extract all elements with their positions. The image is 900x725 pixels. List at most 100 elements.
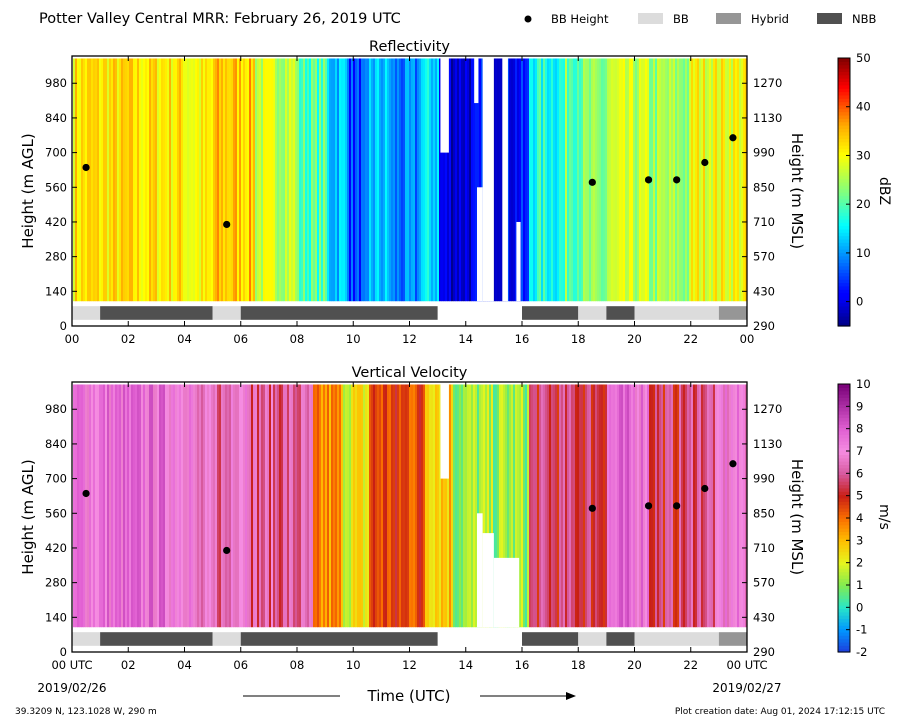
x-tick-label: 12 — [402, 332, 417, 346]
heatmap-column — [689, 58, 692, 302]
colorbar-tick-label: 1 — [856, 578, 863, 592]
colorbar-segment — [838, 282, 850, 287]
heatmap-column — [253, 384, 256, 628]
colorbar-segment — [838, 61, 850, 66]
heatmap-column — [93, 58, 96, 302]
heatmap-column — [569, 384, 572, 628]
heatmap-column — [403, 384, 406, 628]
heatmap-column — [327, 384, 330, 628]
heatmap-column — [73, 58, 76, 302]
heatmap-column — [191, 58, 194, 302]
heatmap-column — [275, 384, 278, 628]
colorbar-segment — [838, 518, 850, 522]
colorbar-label: dBZ — [876, 177, 892, 205]
heatmap-column — [389, 384, 392, 628]
heatmap-column — [405, 384, 408, 628]
heatmap-column — [697, 384, 700, 628]
heatmap-column — [139, 58, 142, 302]
heatmap-column — [241, 384, 244, 628]
heatmap-column — [197, 58, 200, 302]
heatmap-column — [639, 384, 642, 628]
colorbar-segment — [838, 178, 850, 183]
heatmap-column — [715, 384, 718, 628]
heatmap-column — [465, 384, 468, 628]
heatmap-column — [247, 384, 250, 628]
heatmap-column — [183, 384, 186, 628]
colorbar-segment — [838, 481, 850, 486]
heatmap-column — [231, 58, 234, 302]
heatmap-column — [707, 384, 710, 628]
heatmap-column — [625, 58, 628, 302]
colorbar-segment — [838, 414, 850, 419]
heatmap-column — [485, 384, 488, 628]
heatmap-column — [227, 58, 230, 302]
heatmap-column — [351, 58, 354, 302]
heatmap-column — [377, 384, 380, 628]
colorbar-segment — [838, 181, 850, 186]
colorbar-segment — [838, 235, 850, 240]
colorbar-segment — [838, 427, 850, 432]
heatmap-column — [583, 384, 586, 628]
colorbar-segment — [838, 151, 850, 156]
colorbar-segment — [838, 272, 850, 277]
colorbar-tick-label: 6 — [856, 466, 863, 480]
heatmap-column — [207, 384, 210, 628]
heatmap-column — [257, 384, 260, 628]
y-tick-label: 980 — [45, 76, 67, 90]
heatmap-column — [313, 58, 316, 302]
heatmap-column — [643, 384, 646, 628]
legend-label-bb: BB — [673, 12, 689, 26]
heatmap-column — [391, 58, 394, 302]
heatmap-column — [539, 384, 542, 628]
heatmap-column — [629, 384, 632, 628]
heatmap-column — [323, 58, 326, 302]
colorbar-segment — [838, 558, 850, 563]
colorbar-tick-label: 7 — [856, 444, 863, 458]
heatmap-column — [303, 58, 306, 302]
heatmap-column — [667, 384, 670, 628]
heatmap-column — [217, 384, 220, 628]
bb-type-strip — [72, 306, 747, 320]
legend-label-hybrid: Hybrid — [751, 12, 789, 26]
heatmap-column — [329, 58, 332, 302]
heatmap-column — [291, 384, 294, 628]
heatmap-column — [161, 58, 164, 302]
heatmap-column — [341, 384, 344, 628]
heatmap — [73, 382, 748, 628]
colorbar-segment — [838, 198, 850, 203]
colorbar-segment — [838, 514, 850, 519]
colorbar-segment — [838, 292, 850, 297]
y-axis-label: Height (m AGL) — [19, 133, 37, 248]
heatmap-column — [413, 384, 416, 628]
heatmap-column — [565, 384, 568, 628]
heatmap-column — [189, 384, 192, 628]
colorbar-tick-label: 0 — [856, 295, 863, 309]
x-tick-label: 04 — [177, 658, 192, 672]
heatmap-column — [107, 384, 110, 628]
heatmap-column — [177, 58, 180, 302]
bb-height-point — [223, 220, 231, 229]
heatmap-column — [511, 58, 514, 302]
heatmap-column — [641, 384, 644, 628]
colorbar-segment — [838, 319, 850, 324]
colorbar-tick-label: 3 — [856, 533, 863, 547]
colorbar-segment — [838, 487, 850, 492]
colorbar-segment — [838, 615, 850, 620]
x-tick-label: 08 — [290, 658, 305, 672]
y-tick-label: 0 — [60, 645, 67, 659]
heatmap-column — [267, 58, 270, 302]
heatmap-column — [387, 58, 390, 302]
colorbar-segment — [838, 440, 850, 445]
heatmap-column — [671, 58, 674, 302]
heatmap-column — [731, 384, 734, 628]
heatmap-column — [179, 58, 182, 302]
heatmap-column — [267, 384, 270, 628]
heatmap-column — [83, 58, 86, 302]
colorbar-segment — [838, 548, 850, 553]
colorbar-tick-label: 4 — [856, 511, 863, 525]
heatmap-column — [517, 384, 520, 628]
heatmap-column — [315, 384, 318, 628]
heatmap-column — [407, 58, 410, 302]
heatmap-column — [539, 58, 542, 302]
heatmap-column — [433, 384, 436, 628]
